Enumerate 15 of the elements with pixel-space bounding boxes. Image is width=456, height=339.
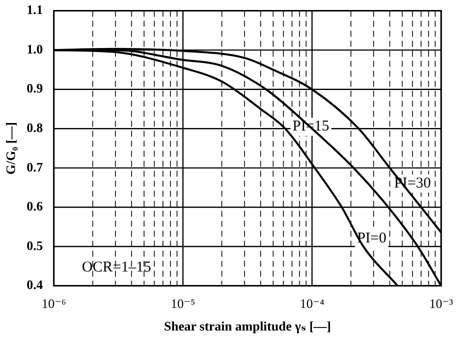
y-tick-label: 0.7 xyxy=(26,159,44,174)
annotation: OCR=1–15 xyxy=(82,260,152,276)
x-tick-label: 10⁻⁵ xyxy=(170,296,196,312)
x-tick-label: 10⁻⁶ xyxy=(42,296,66,312)
x-tick-label: 10⁻⁴ xyxy=(300,296,325,312)
y-tick-label: 1.1 xyxy=(26,2,43,18)
y-tick-label: 0.6 xyxy=(26,198,44,214)
y-tick-label: 0.8 xyxy=(26,120,44,136)
x-tick-label: 10⁻³ xyxy=(429,296,454,312)
y-axis-title: G/G₀ [—] xyxy=(3,122,18,175)
y-tick-label: 0.5 xyxy=(26,238,44,253)
y-tick-label: 1.0 xyxy=(26,41,43,56)
x-axis-title: Shear strain amplitude γₛ [—] xyxy=(164,318,331,334)
y-tick-label: 0.4 xyxy=(26,277,44,292)
y-tick-label: 0.9 xyxy=(26,80,44,96)
